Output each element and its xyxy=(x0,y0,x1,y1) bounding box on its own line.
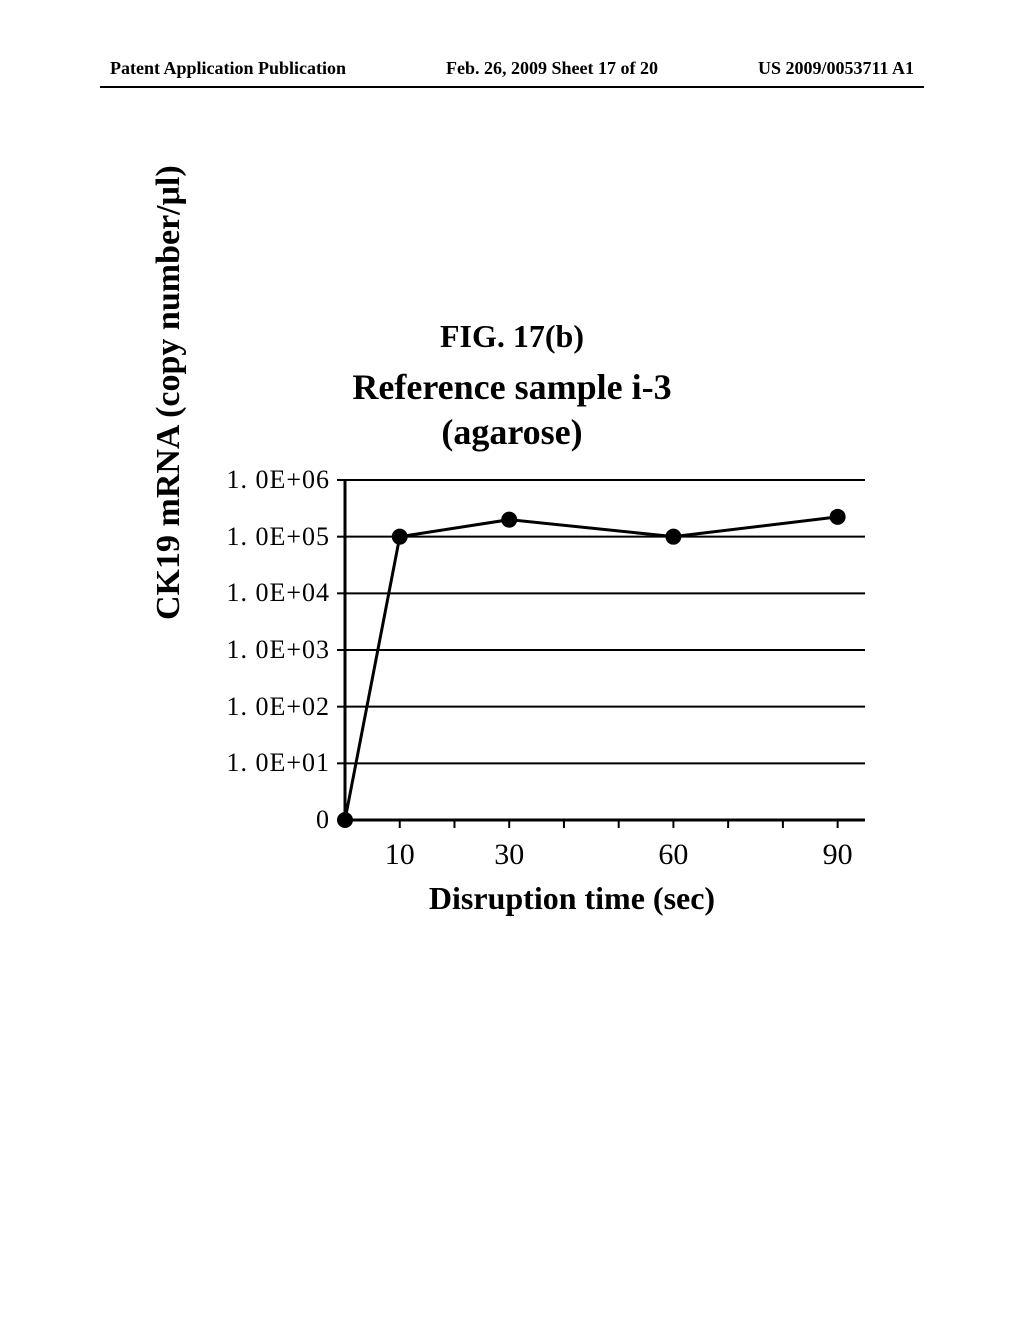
chart-title-line2: (agarose) xyxy=(441,412,582,452)
y-tick-label: 1. 0E+05 xyxy=(200,522,330,552)
header-center: Feb. 26, 2009 Sheet 17 of 20 xyxy=(446,58,658,79)
chart-title-line1: Reference sample i-3 xyxy=(352,367,671,407)
x-tick-label: 90 xyxy=(823,838,853,872)
x-tick-label: 30 xyxy=(494,838,524,872)
chart-plot-area xyxy=(335,470,875,830)
x-axis-label: Disruption time (sec) xyxy=(0,880,1024,917)
patent-header: Patent Application Publication Feb. 26, … xyxy=(0,58,1024,79)
y-tick-labels: 01. 0E+011. 0E+021. 0E+031. 0E+041. 0E+0… xyxy=(205,470,330,830)
page: Patent Application Publication Feb. 26, … xyxy=(0,0,1024,1320)
header-rule xyxy=(100,86,924,88)
chart-svg xyxy=(335,470,875,830)
header-row: Patent Application Publication Feb. 26, … xyxy=(0,58,1024,79)
y-axis-label: CK19 mRNA (copy number/μl) xyxy=(150,165,188,620)
y-tick-label: 1. 0E+06 xyxy=(200,465,330,495)
header-left: Patent Application Publication xyxy=(110,58,346,79)
y-tick-label: 1. 0E+04 xyxy=(200,578,330,608)
x-tick-labels: 10 30 60 90 xyxy=(335,838,875,878)
x-tick-label: 10 xyxy=(385,838,415,872)
y-tick-label: 1. 0E+02 xyxy=(200,692,330,722)
y-tick-label: 0 xyxy=(200,805,330,835)
header-right: US 2009/0053711 A1 xyxy=(758,58,914,79)
y-tick-label: 1. 0E+03 xyxy=(200,635,330,665)
x-tick-label: 60 xyxy=(658,838,688,872)
y-tick-label: 1. 0E+01 xyxy=(200,748,330,778)
